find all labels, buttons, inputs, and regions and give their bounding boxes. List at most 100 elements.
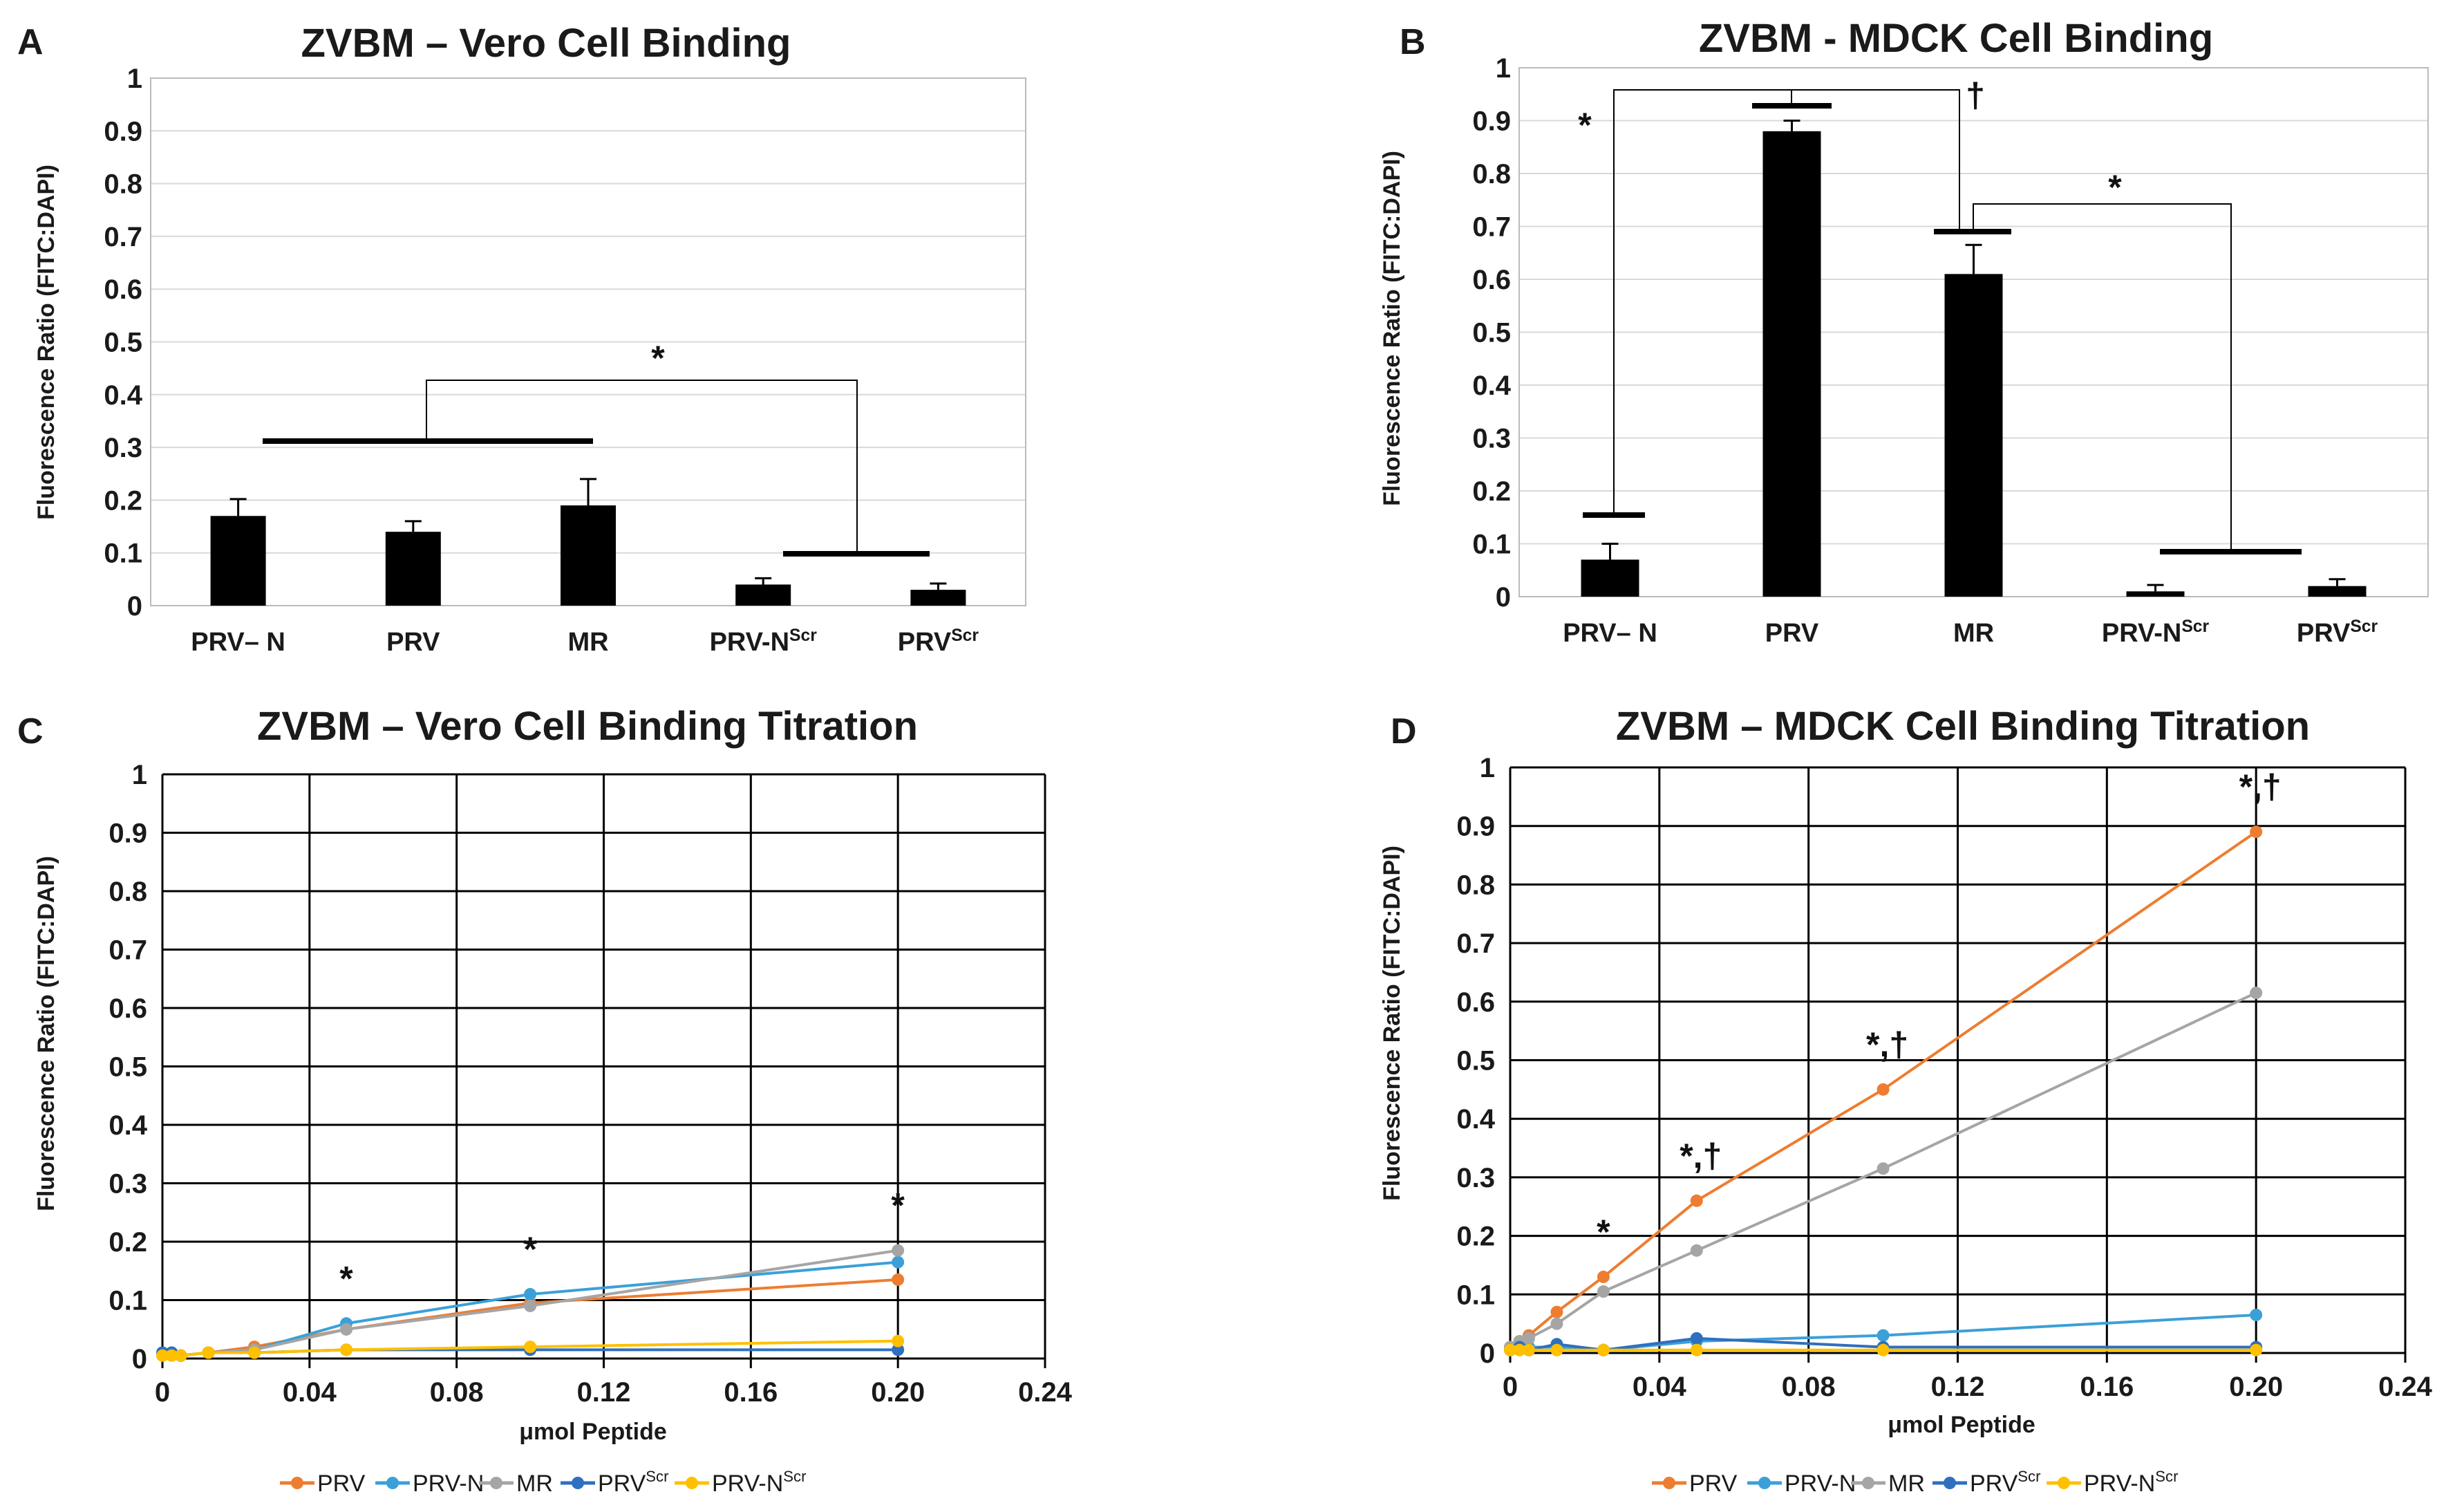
panel-b-bars bbox=[1581, 120, 2367, 597]
d-data-point bbox=[2250, 825, 2263, 839]
d-data-point bbox=[1504, 1343, 1516, 1356]
a-bar bbox=[561, 505, 616, 606]
a-category-label: PRV bbox=[386, 628, 440, 657]
d-y-tick-label: 0.3 bbox=[1456, 1163, 1495, 1193]
a-y-tick-label: 0.3 bbox=[104, 433, 142, 463]
a-y-tick-label: 0 bbox=[127, 591, 142, 622]
panel-c-x-ticks: 0 0.04 0.08 0.12 0.16 0.20 0.24 bbox=[155, 1377, 1073, 1408]
c-data-point bbox=[892, 1273, 905, 1286]
a-category-label: PRV– N bbox=[191, 628, 285, 657]
panel-b-significance bbox=[1583, 89, 2302, 554]
b-category-label: PRV-NScr bbox=[2102, 617, 2210, 648]
panel-b-bracket-1 bbox=[1613, 89, 1792, 515]
a-y-tick-label: 0.5 bbox=[104, 328, 142, 358]
panel-c-gridlines bbox=[161, 773, 1046, 1368]
panel-b-title: ZVBM - MDCK Cell Binding bbox=[1699, 16, 2213, 61]
c-y-tick-label: 0.6 bbox=[109, 993, 147, 1024]
d-x-tick-label: 0.08 bbox=[1782, 1372, 1836, 1402]
panel-a-bracket bbox=[426, 380, 858, 554]
panel-c-label: C bbox=[17, 711, 44, 752]
d-y-tick-label: 0.2 bbox=[1456, 1222, 1495, 1252]
d-y-tick-label: 0.9 bbox=[1456, 812, 1495, 842]
d-y-tick-label: 0.8 bbox=[1456, 870, 1495, 900]
c-data-point bbox=[340, 1343, 353, 1356]
panel-c-legend: PRV PRV-N MR PRVScr PRV-NScr bbox=[280, 1468, 806, 1497]
panel-d-label: D bbox=[1391, 711, 1417, 752]
a-bar bbox=[210, 516, 266, 606]
panel-d-annotations: * *,† *,† *,† bbox=[1597, 767, 2282, 1251]
c-legend-label: PRV bbox=[317, 1471, 366, 1497]
d-x-tick-label: 0.04 bbox=[1633, 1372, 1687, 1402]
b-y-tick-label: 0 bbox=[1496, 582, 1511, 613]
panel-d-series bbox=[1504, 825, 2263, 1356]
d-x-tick-label: 0.24 bbox=[2378, 1372, 2433, 1402]
d-legend-marker bbox=[2058, 1477, 2070, 1489]
b-bar bbox=[2126, 591, 2185, 597]
d-y-tick-label: 0 bbox=[1480, 1338, 1495, 1369]
c-data-point bbox=[524, 1341, 537, 1354]
d-annotation: *,† bbox=[2239, 767, 2282, 806]
c-data-point bbox=[524, 1288, 537, 1301]
b-y-tick-label: 0.6 bbox=[1472, 265, 1511, 295]
d-y-tick-label: 0.4 bbox=[1456, 1104, 1495, 1135]
c-y-tick-label: 0.7 bbox=[109, 935, 147, 966]
c-y-tick-label: 0.2 bbox=[109, 1227, 147, 1258]
panel-b-y-ticks: 1 0.9 0.8 0.7 0.6 0.5 0.4 0.3 0.2 0.1 0 bbox=[1472, 53, 1511, 613]
d-data-point bbox=[1877, 1329, 1890, 1342]
panel-c-y-ticks: 1 0.9 0.8 0.7 0.6 0.5 0.4 0.3 0.2 0.1 0 bbox=[109, 760, 147, 1374]
c-legend-marker bbox=[572, 1477, 584, 1489]
d-y-tick-label: 0.1 bbox=[1456, 1280, 1495, 1310]
d-x-tick-label: 0.12 bbox=[1931, 1372, 1985, 1402]
a-y-tick-label: 0.2 bbox=[104, 485, 142, 516]
c-annotation: * bbox=[891, 1186, 905, 1225]
panel-a-annotation: * bbox=[651, 339, 665, 377]
panel-c-annotations: * * * bbox=[339, 1186, 905, 1298]
panel-d-gridlines bbox=[1509, 766, 2407, 1363]
b-y-tick-label: 0.7 bbox=[1472, 212, 1511, 243]
c-y-tick-label: 0.1 bbox=[109, 1286, 147, 1316]
b-bar bbox=[1581, 559, 1639, 597]
panel-d: D ZVBM – MDCK Cell Binding Titration 1 0.… bbox=[1379, 704, 2433, 1497]
a-category-label: PRVScr bbox=[898, 626, 979, 657]
b-y-tick-label: 0.4 bbox=[1472, 371, 1511, 401]
c-y-tick-label: 1 bbox=[132, 760, 147, 790]
b-y-tick-label: 1 bbox=[1496, 53, 1511, 84]
d-y-tick-label: 0.7 bbox=[1456, 928, 1495, 959]
a-category-label: PRV-NScr bbox=[710, 626, 818, 657]
d-data-point bbox=[1550, 1343, 1563, 1356]
panel-a-significance bbox=[263, 380, 930, 557]
c-data-point bbox=[892, 1334, 905, 1347]
c-data-point bbox=[156, 1349, 169, 1362]
a-y-tick-label: 1 bbox=[127, 64, 142, 94]
panel-b: B ZVBM - MDCK Cell Binding 1 0.9 0.8 0.7 0.6… bbox=[1379, 16, 2429, 648]
d-x-tick-label: 0 bbox=[1503, 1372, 1518, 1402]
d-legend-marker bbox=[1944, 1477, 1956, 1489]
b-bar bbox=[1944, 274, 2003, 597]
panel-d-y-axis-label: Fluorescence Ratio (FITC:DAPI) bbox=[1379, 846, 1405, 1201]
c-y-tick-label: 0.8 bbox=[109, 877, 147, 907]
d-legend-label: PRV bbox=[1689, 1471, 1738, 1497]
d-legend-marker bbox=[1862, 1477, 1874, 1489]
panel-c-y-axis-label: Fluorescence Ratio (FITC:DAPI) bbox=[33, 856, 59, 1211]
c-annotation: * bbox=[339, 1259, 353, 1298]
d-x-tick-label: 0.16 bbox=[2080, 1372, 2134, 1402]
b-y-tick-label: 0.8 bbox=[1472, 159, 1511, 189]
d-annotation: *,† bbox=[1866, 1025, 1908, 1064]
c-x-tick-label: 0 bbox=[155, 1377, 170, 1408]
panel-a-categories: PRV– N PRV MR PRV-NScr PRVScr bbox=[191, 626, 979, 657]
panel-b-annotation-2: † bbox=[1966, 76, 1985, 115]
a-y-tick-label: 0.4 bbox=[104, 380, 142, 411]
panel-a: A ZVBM – Vero Cell Binding 1 0.9 0.8 0.7 0.6… bbox=[17, 21, 1026, 657]
d-x-tick-label: 0.20 bbox=[2229, 1372, 2283, 1402]
c-legend-label: PRVScr bbox=[598, 1468, 668, 1497]
a-category-label: MR bbox=[567, 628, 608, 657]
b-category-label: PRVScr bbox=[2297, 617, 2378, 648]
c-legend-label: MR bbox=[516, 1471, 553, 1497]
c-data-point bbox=[202, 1346, 215, 1359]
a-y-tick-label: 0.8 bbox=[104, 169, 142, 200]
d-data-point bbox=[1522, 1332, 1535, 1345]
d-legend-marker bbox=[1663, 1477, 1675, 1489]
b-y-tick-label: 0.9 bbox=[1472, 106, 1511, 137]
c-data-point bbox=[340, 1323, 353, 1336]
b-y-tick-label: 0.5 bbox=[1472, 318, 1511, 348]
